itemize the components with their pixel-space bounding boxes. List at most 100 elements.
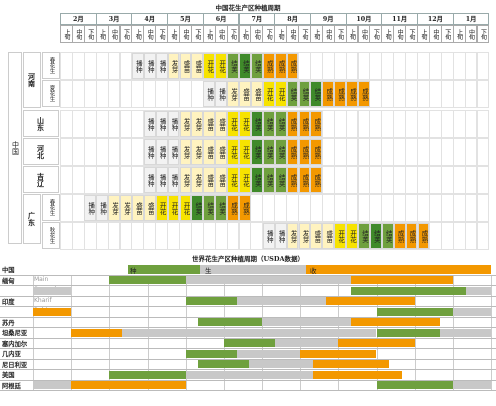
stage-cell: 开花 — [239, 111, 251, 137]
month-header: 3月 — [95, 13, 133, 25]
stage-cell: 开花 — [227, 167, 239, 193]
stage-cell: 播种 — [155, 111, 168, 137]
stage-cell: 成熟 — [274, 53, 287, 79]
world-period-bar — [351, 318, 441, 326]
stage-cell: 成熟 — [310, 111, 323, 137]
stage-cell: 结荚 — [274, 167, 287, 193]
world-period-bar — [351, 286, 466, 295]
stage-cell: 结荚 — [239, 53, 251, 79]
world-period-bar — [452, 307, 491, 316]
stage-cell: 成熟 — [393, 223, 406, 249]
world-period-bar — [185, 297, 237, 305]
stage-cell: 成熟 — [298, 111, 311, 137]
stage-cell: 盛苗 — [203, 111, 216, 137]
china-region-label: 吉辽 — [23, 166, 59, 193]
xun-header: 下旬 — [262, 25, 276, 43]
world-country-label: 中国 — [2, 267, 15, 274]
world-row-rule — [0, 379, 496, 381]
china-subregion-label: 夏花生 — [42, 80, 60, 107]
world-month-line — [491, 275, 492, 391]
stage-cell: 发芽 — [191, 139, 204, 165]
stage-cell: 成熟 — [286, 167, 299, 193]
world-country-label: 塞内加尔 — [2, 340, 28, 348]
legend-grow-bar — [200, 265, 306, 274]
stage-cell: 播种 — [143, 53, 156, 79]
stage-cell: 结荚 — [381, 223, 394, 249]
stage-cell: 开花 — [274, 81, 287, 107]
world-country-label: 缅甸 — [2, 277, 15, 285]
stage-cell: 盛苗 — [215, 139, 228, 165]
stage-cell: 结荚 — [274, 111, 287, 137]
world-row-rule — [0, 369, 496, 370]
stage-cell: 开花 — [239, 139, 251, 165]
china-region-label: 河南 — [23, 52, 41, 108]
month-header: 7月 — [238, 13, 276, 25]
world-period-bar — [185, 276, 352, 284]
world-period-bar — [262, 318, 352, 326]
stage-cell: 开花 — [334, 223, 347, 249]
stage-cell: 结荚 — [262, 111, 275, 137]
world-period-bar — [312, 370, 402, 379]
china-region-label: 山东 — [23, 110, 59, 137]
world-period-bar — [198, 360, 250, 368]
stage-cell: 播种 — [167, 139, 180, 165]
stage-cell: 结荚 — [250, 167, 263, 193]
stage-cell: 发芽 — [179, 111, 192, 137]
stage-cell: 盛苗 — [215, 167, 228, 193]
stage-cell: 开花 — [227, 111, 239, 137]
xun-header: 下旬 — [440, 25, 454, 43]
world-period-bar — [376, 381, 453, 389]
stage-cell: 成熟 — [286, 111, 299, 137]
stage-cell: 播种 — [143, 139, 156, 165]
world-period-bar — [122, 328, 377, 337]
stage-cell: 播种 — [203, 81, 216, 107]
world-title: 世界花生产区种植周期（USDA数据） — [191, 255, 305, 263]
china-title: 中国花生产区种植周期 — [215, 4, 281, 12]
stage-cell: 盛苗 — [239, 81, 251, 107]
stage-cell: 盛苗 — [215, 111, 228, 137]
grid-cell — [476, 166, 490, 194]
xun-header: 下旬 — [476, 25, 490, 43]
world-country-label: 尼日利亚 — [2, 361, 28, 369]
stage-cell: 成熟 — [405, 223, 418, 249]
world-period-bar — [185, 370, 313, 379]
month-header: 10月 — [345, 13, 383, 25]
stage-cell: 结荚 — [227, 53, 239, 79]
month-header: 11月 — [381, 13, 418, 25]
grid-cell — [476, 194, 490, 222]
stage-cell: 播种 — [143, 167, 156, 193]
stage-cell: 成熟 — [298, 139, 311, 165]
month-header: 2月 — [60, 13, 97, 25]
stage-cell: 开花 — [346, 223, 358, 249]
xun-header: 下旬 — [405, 25, 418, 43]
stage-cell: 结荚 — [203, 195, 216, 221]
world-row-rule — [0, 327, 496, 328]
stage-cell: 播种 — [155, 167, 168, 193]
xun-header: 中旬 — [179, 25, 192, 43]
stage-cell: 开花 — [203, 53, 216, 79]
world-period-bar — [440, 328, 491, 337]
stage-cell: 播种 — [131, 53, 144, 79]
stage-cell: 发芽 — [108, 195, 120, 221]
world-row-rule — [0, 348, 496, 349]
stage-cell: 结荚 — [191, 195, 204, 221]
stage-cell: 播种 — [143, 111, 156, 137]
world-period-bar — [249, 360, 313, 368]
stage-cell: 结荚 — [250, 53, 263, 79]
stage-cell: 结荚 — [298, 81, 311, 107]
month-header: 5月 — [167, 13, 204, 25]
world-period-bar — [300, 349, 377, 358]
world-row-rule — [0, 285, 496, 286]
world-period-bar — [274, 339, 339, 347]
grid-cell — [476, 138, 490, 166]
stage-cell: 播种 — [215, 81, 228, 107]
stage-cell: 发芽 — [167, 53, 180, 79]
stage-cell: 结荚 — [358, 223, 370, 249]
world-country-label: 坦桑尼亚 — [2, 330, 28, 337]
stage-cell: 成熟 — [310, 167, 323, 193]
world-row-rule — [0, 358, 496, 360]
world-season-label: Kharif — [34, 296, 52, 304]
stage-cell: 盛苗 — [203, 167, 216, 193]
world-row-rule — [0, 316, 496, 318]
grid-cell — [476, 222, 490, 250]
